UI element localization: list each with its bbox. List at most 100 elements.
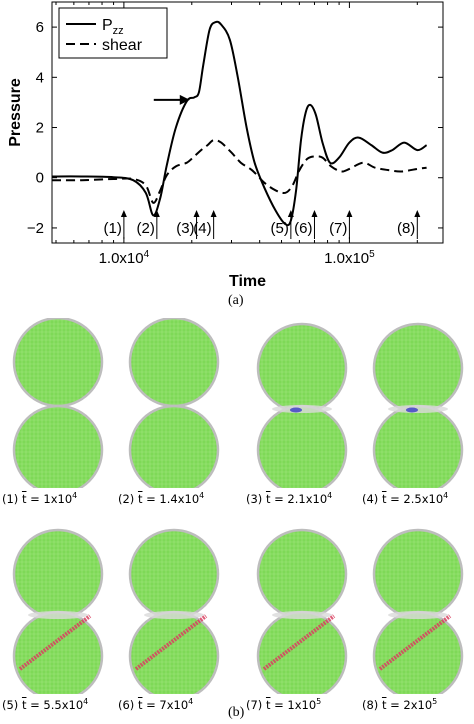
marker-arrowhead bbox=[120, 210, 127, 217]
marker-label: (6) bbox=[294, 220, 312, 237]
lower-sphere bbox=[256, 610, 348, 694]
snapshot-panel: (1) t = 1x104 (2) t = 1.4x104 (3) t = 2.1x… bbox=[0, 318, 474, 712]
snapshot-frame: (4) t = 2.5x104 bbox=[362, 318, 468, 506]
series-shear-line bbox=[51, 139, 427, 204]
y-tick-label: 4 bbox=[36, 69, 44, 86]
snapshot-frame: (1) t = 1x104 bbox=[2, 318, 108, 506]
time-value: = 2.1x10 bbox=[270, 491, 328, 506]
marker-arrowhead bbox=[210, 210, 217, 217]
marker-arrowhead bbox=[311, 210, 318, 217]
snapshot-label: (2) t = 1.4x104 bbox=[118, 491, 204, 506]
snapshot-label: (5) t = 5.5x104 bbox=[2, 697, 88, 712]
snapshot-index: (3) bbox=[246, 491, 266, 506]
upper-sphere bbox=[372, 528, 464, 620]
crack-band bbox=[378, 614, 452, 671]
contact-zone bbox=[388, 405, 448, 413]
lower-sphere bbox=[128, 404, 220, 488]
legend-label: Pzz bbox=[102, 17, 124, 37]
lower-sphere bbox=[12, 610, 104, 694]
time-symbol: t bbox=[265, 491, 271, 506]
time-symbol: t bbox=[265, 697, 271, 712]
x-tick-label: 1.0x104 bbox=[99, 249, 150, 267]
plot-frame bbox=[51, 1, 444, 244]
marker-arrowhead bbox=[287, 210, 294, 217]
legend-box bbox=[58, 7, 168, 59]
snapshot-index: (5) bbox=[2, 697, 22, 712]
snapshot-image bbox=[128, 318, 220, 488]
snapshot-image bbox=[372, 322, 464, 488]
pressure-time-chart: −2 0 2 4 6 1.0x104 1.0x105 Time Pressure Pzzshear… bbox=[7, 1, 444, 290]
time-symbol: t bbox=[381, 697, 387, 712]
contact-zone bbox=[388, 611, 448, 619]
snapshot-index: (7) bbox=[246, 697, 266, 712]
crack-band bbox=[262, 614, 336, 671]
lower-sphere bbox=[12, 404, 104, 488]
contact-zone bbox=[28, 611, 88, 619]
annotation-arrow-head bbox=[179, 94, 190, 105]
snapshot-label: (3) t = 2.1x104 bbox=[246, 491, 332, 506]
crack-band bbox=[134, 614, 208, 671]
marker-label: (1) bbox=[104, 220, 122, 237]
snapshot-frame: (2) t = 1.4x104 bbox=[118, 318, 224, 506]
marker-arrowhead bbox=[414, 210, 421, 217]
x-tick-label: 1.0x105 bbox=[324, 249, 375, 267]
snapshot-image bbox=[256, 528, 348, 694]
contact-zone bbox=[272, 611, 332, 619]
snapshot-frame: (6) t = 7x104 bbox=[118, 524, 224, 712]
time-exponent: 4 bbox=[72, 491, 78, 500]
snapshot-index: (6) bbox=[118, 697, 138, 712]
caption-b: (b) bbox=[228, 705, 245, 720]
lower-sphere bbox=[372, 404, 464, 488]
defect-cluster bbox=[290, 407, 302, 413]
snapshot-image bbox=[372, 528, 464, 694]
time-value: = 1x10 bbox=[26, 491, 73, 506]
defect-cluster bbox=[406, 407, 418, 413]
snapshot-frame: (8) t = 2x105 bbox=[362, 524, 468, 712]
marker-label: (3) bbox=[176, 220, 194, 237]
time-symbol: t bbox=[21, 491, 27, 506]
x-axis-label: Time bbox=[229, 273, 266, 290]
time-symbol: t bbox=[137, 697, 143, 712]
snapshot-label: (4) t = 2.5x104 bbox=[362, 491, 448, 506]
snapshot-frame: (5) t = 5.5x104 bbox=[2, 524, 108, 712]
lower-sphere bbox=[256, 404, 348, 488]
upper-sphere bbox=[256, 322, 348, 414]
time-value: = 5.5x10 bbox=[26, 697, 84, 712]
time-value: = 2.5x10 bbox=[386, 491, 444, 506]
snapshot-image bbox=[256, 322, 348, 488]
time-symbol: t bbox=[381, 491, 387, 506]
crack-band bbox=[18, 614, 92, 671]
upper-sphere bbox=[128, 318, 220, 408]
marker-label: (5) bbox=[271, 220, 289, 237]
lower-sphere bbox=[128, 610, 220, 694]
upper-sphere bbox=[372, 322, 464, 414]
marker-arrowhead bbox=[346, 210, 353, 217]
snapshot-label: (7) t = 1x105 bbox=[246, 697, 321, 712]
snapshot-frame: (3) t = 2.1x104 bbox=[246, 318, 352, 506]
contact-zone bbox=[272, 405, 332, 413]
marker-label: (2) bbox=[136, 220, 154, 237]
upper-sphere bbox=[128, 528, 220, 620]
contact-zone bbox=[144, 611, 204, 619]
snapshot-label: (1) t = 1x104 bbox=[2, 491, 77, 506]
upper-sphere bbox=[256, 528, 348, 620]
snapshot-image bbox=[128, 528, 220, 694]
marker-arrowhead bbox=[153, 210, 160, 217]
time-exponent: 4 bbox=[83, 697, 89, 706]
lower-sphere bbox=[372, 610, 464, 694]
time-symbol: t bbox=[21, 697, 27, 712]
time-value: = 1.4x10 bbox=[142, 491, 200, 506]
snapshot-image bbox=[12, 528, 104, 694]
snapshot-index: (8) bbox=[362, 697, 382, 712]
time-exponent: 4 bbox=[443, 491, 449, 500]
snapshot-label: (8) t = 2x105 bbox=[362, 697, 437, 712]
time-exponent: 4 bbox=[188, 697, 194, 706]
time-exponent: 4 bbox=[327, 491, 333, 500]
snapshot-image bbox=[12, 318, 104, 488]
time-symbol: t bbox=[137, 491, 143, 506]
time-value: = 7x10 bbox=[142, 697, 189, 712]
caption-a: (a) bbox=[228, 293, 244, 308]
series-pzz-line bbox=[51, 20, 428, 227]
snapshot-label: (6) t = 7x104 bbox=[118, 697, 193, 712]
time-exponent: 4 bbox=[199, 491, 205, 500]
